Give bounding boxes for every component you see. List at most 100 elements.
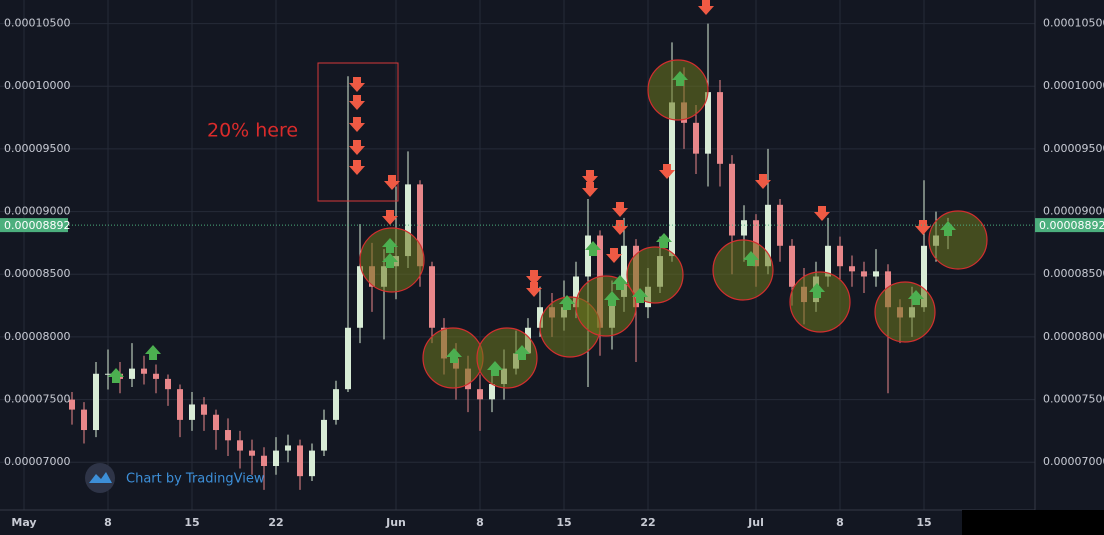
- sell-arrow: [755, 174, 771, 189]
- x-tick-label: 15: [184, 516, 199, 529]
- sell-arrow: [606, 248, 622, 263]
- candle-body: [573, 276, 579, 308]
- candle-body: [165, 378, 171, 390]
- sell-arrow: [915, 220, 931, 235]
- buy-arrow: [656, 233, 672, 248]
- y-tick-label: 0.00007000: [4, 455, 70, 468]
- annotation: 20% here: [207, 120, 298, 142]
- candle-body: [873, 271, 879, 277]
- sell-arrow: [698, 0, 714, 15]
- x-tick-label: 22: [268, 516, 283, 529]
- candle-body: [213, 414, 219, 431]
- candle-body: [189, 404, 195, 420]
- highlight-circle: [928, 210, 988, 270]
- highlight-circle: [874, 281, 936, 343]
- x-tick-label: 15: [916, 516, 931, 529]
- y-tick-label: 0.00008000: [4, 330, 70, 343]
- candle-body: [837, 245, 843, 267]
- candle-body: [297, 445, 303, 477]
- y-tick-label: 0.00008500: [1043, 267, 1104, 280]
- highlight-circle: [476, 327, 538, 389]
- candle-body: [201, 404, 207, 415]
- candle-body: [921, 245, 927, 308]
- highlight-circle: [647, 59, 709, 121]
- x-tick-label: May: [11, 516, 36, 529]
- candle-body: [849, 266, 855, 272]
- y-tick-label: 0.00009500: [4, 142, 70, 155]
- y-tick-label: 0.00008500: [4, 267, 70, 280]
- y-tick-label: 0.00007000: [1043, 455, 1104, 468]
- highlight-circle: [789, 271, 851, 333]
- candle-body: [825, 245, 831, 277]
- buy-arrow: [743, 251, 759, 266]
- watermark: Chart by TradingView: [85, 463, 265, 493]
- y-tick-label: 0.00009000: [1043, 205, 1104, 218]
- candle-body: [333, 389, 339, 420]
- sell-arrow: [612, 202, 628, 217]
- watermark-text: Chart by TradingView: [126, 472, 265, 487]
- x-tick-label: 8: [104, 516, 112, 529]
- candle-body: [621, 245, 627, 297]
- buy-arrow: [514, 345, 530, 360]
- candle-body: [741, 220, 747, 236]
- buy-arrow: [446, 348, 462, 363]
- candle-body: [321, 419, 327, 451]
- candle-body: [861, 271, 867, 277]
- y-tick-label: 0.00008000: [1043, 330, 1104, 343]
- x-tick-label: 22: [640, 516, 655, 529]
- sell-arrow: [526, 282, 542, 297]
- candle-body: [285, 445, 291, 451]
- buy-arrow: [908, 290, 924, 305]
- corner-block: [962, 510, 1104, 535]
- sell-arrow: [349, 117, 365, 132]
- sell-arrow: [384, 175, 400, 190]
- buy-arrow: [145, 345, 161, 360]
- buy-arrow: [632, 288, 648, 303]
- buy-arrow: [809, 283, 825, 298]
- buy-arrow: [487, 361, 503, 376]
- candle-body: [225, 430, 231, 441]
- sell-arrow: [349, 77, 365, 92]
- y-tick-label: 0.00010500: [4, 17, 70, 30]
- candle-body: [345, 327, 351, 390]
- x-tick-label: 8: [476, 516, 484, 529]
- y-tick-label: 0.00009000: [4, 205, 70, 218]
- candle-body: [153, 373, 159, 379]
- candle-body: [729, 163, 735, 236]
- sell-arrow: [349, 140, 365, 155]
- sell-arrow: [612, 220, 628, 235]
- logo-mark: [89, 472, 112, 483]
- candle-body: [69, 399, 75, 410]
- x-tick-label: 15: [556, 516, 571, 529]
- y-tick-label: 0.00010000: [1043, 79, 1104, 92]
- candle-body: [129, 368, 135, 379]
- highlight-box: [317, 62, 399, 202]
- sell-arrow: [659, 164, 675, 179]
- buy-arrow: [585, 241, 601, 256]
- sell-arrow: [382, 210, 398, 225]
- candle-body: [765, 204, 771, 267]
- highlight-circle: [575, 275, 637, 337]
- sell-arrow: [349, 160, 365, 175]
- buy-arrow: [382, 238, 398, 253]
- candle-body: [141, 368, 147, 374]
- y-tick-label: 0.00010500: [1043, 17, 1104, 30]
- candle-body: [261, 455, 267, 467]
- candle-body: [717, 92, 723, 164]
- buy-arrow: [382, 253, 398, 268]
- y-tick-label: 0.00009500: [1043, 142, 1104, 155]
- candle-body: [693, 122, 699, 154]
- buy-arrow: [108, 368, 124, 383]
- buy-arrow: [672, 71, 688, 86]
- buy-arrow: [612, 275, 628, 290]
- highlight-circle: [626, 246, 684, 304]
- candle-body: [249, 450, 255, 456]
- sell-arrow: [349, 95, 365, 110]
- sell-arrow: [526, 270, 542, 285]
- sell-arrow: [814, 206, 830, 221]
- sell-arrow: [582, 170, 598, 185]
- drawings: 20% here: [108, 0, 988, 389]
